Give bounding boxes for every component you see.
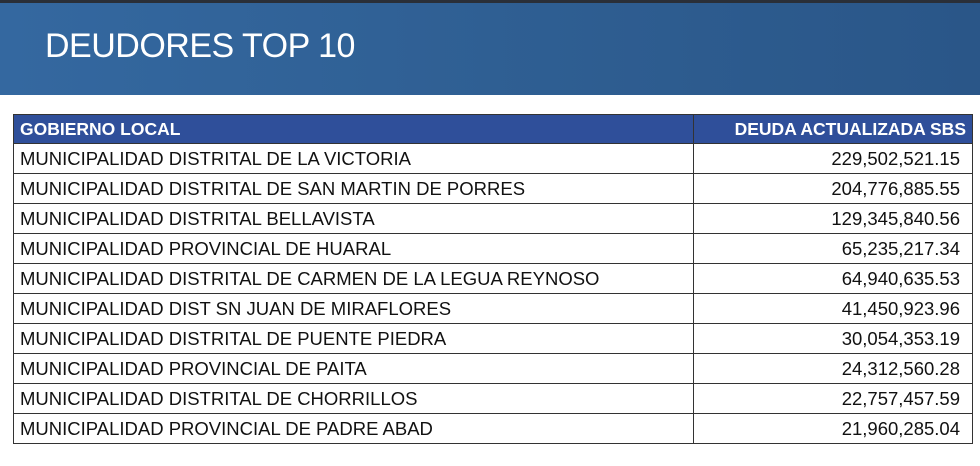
cell-gobierno-local: MUNICIPALIDAD PROVINCIAL DE HUARAL [13,233,694,264]
header-deuda: DEUDA ACTUALIZADA SBS [693,114,973,144]
cell-gobierno-local: MUNICIPALIDAD DISTRITAL BELLAVISTA [13,203,694,234]
table-row: MUNICIPALIDAD PROVINCIAL DE PAITA 24,312,… [13,353,973,384]
table-header-row: GOBIERNO LOCAL DEUDA ACTUALIZADA SBS [13,114,973,144]
cell-deuda: 22,757,457.59 [693,383,973,414]
cell-deuda: 129,345,840.56 [693,203,973,234]
table-row: MUNICIPALIDAD DISTRITAL DE PUENTE PIEDRA… [13,323,973,354]
cell-deuda: 204,776,885.55 [693,173,973,204]
cell-deuda: 30,054,353.19 [693,323,973,354]
table-row: MUNICIPALIDAD DISTRITAL DE SAN MARTIN DE… [13,173,973,204]
debtors-table: GOBIERNO LOCAL DEUDA ACTUALIZADA SBS MUN… [13,114,973,444]
cell-gobierno-local: MUNICIPALIDAD DISTRITAL DE CARMEN DE LA … [13,263,694,294]
cell-deuda: 64,940,635.53 [693,263,973,294]
cell-gobierno-local: MUNICIPALIDAD DISTRITAL DE PUENTE PIEDRA [13,323,694,354]
table-row: MUNICIPALIDAD DISTRITAL DE CARMEN DE LA … [13,263,973,294]
page-title: DEUDORES TOP 10 [45,27,355,65]
title-banner: DEUDORES TOP 10 [0,3,980,95]
cell-gobierno-local: MUNICIPALIDAD PROVINCIAL DE PADRE ABAD [13,413,694,444]
cell-gobierno-local: MUNICIPALIDAD DISTRITAL DE CHORRILLOS [13,383,694,414]
table-row: MUNICIPALIDAD PROVINCIAL DE HUARAL 65,235… [13,233,973,264]
cell-deuda: 41,450,923.96 [693,293,973,324]
top-border [0,0,980,3]
table-row: MUNICIPALIDAD DIST SN JUAN DE MIRAFLORES… [13,293,973,324]
cell-gobierno-local: MUNICIPALIDAD PROVINCIAL DE PAITA [13,353,694,384]
cell-deuda: 65,235,217.34 [693,233,973,264]
cell-deuda: 229,502,521.15 [693,143,973,174]
cell-gobierno-local: MUNICIPALIDAD DIST SN JUAN DE MIRAFLORES [13,293,694,324]
header-gobierno-local: GOBIERNO LOCAL [13,114,694,144]
table-row: MUNICIPALIDAD DISTRITAL DE LA VICTORIA 22… [13,143,973,174]
table-row: MUNICIPALIDAD PROVINCIAL DE PADRE ABAD 21… [13,413,973,444]
table-row: MUNICIPALIDAD DISTRITAL DE CHORRILLOS 22,… [13,383,973,414]
cell-deuda: 24,312,560.28 [693,353,973,384]
cell-gobierno-local: MUNICIPALIDAD DISTRITAL DE SAN MARTIN DE… [13,173,694,204]
cell-deuda: 21,960,285.04 [693,413,973,444]
cell-gobierno-local: MUNICIPALIDAD DISTRITAL DE LA VICTORIA [13,143,694,174]
table-row: MUNICIPALIDAD DISTRITAL BELLAVISTA 129,34… [13,203,973,234]
